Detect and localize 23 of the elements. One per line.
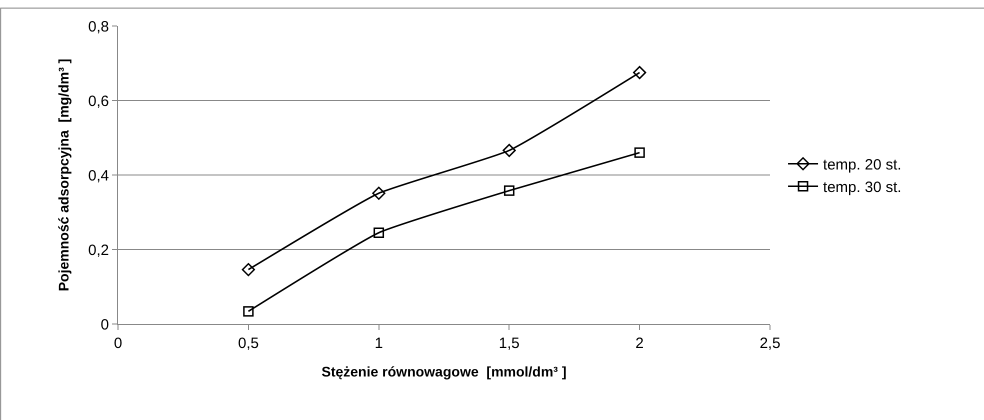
point: [504, 185, 514, 196]
x-tick-label: 2,5: [760, 335, 780, 352]
legend-label: temp. 20 st.: [823, 156, 902, 174]
x-tick-label: 2: [635, 335, 644, 352]
x-tick-label: 1,5: [498, 335, 520, 352]
y-tick-label: 0: [100, 316, 109, 334]
point: [372, 186, 386, 200]
point: [374, 227, 384, 238]
legend-label: temp. 30 st.: [823, 179, 902, 196]
point: [633, 66, 646, 80]
x-tick-label: 0: [114, 335, 122, 352]
y-tick-label: 0,8: [88, 18, 109, 36]
point: [502, 144, 516, 158]
y-tick-label: 0,2: [88, 242, 109, 259]
point: [634, 147, 645, 158]
x-tick-label: 0,5: [238, 335, 259, 352]
y-tick-label: 0,4: [88, 167, 109, 184]
x-axis-title: Stężenie równowagowe [mmol/dm³ ]: [321, 363, 567, 380]
point: [242, 263, 255, 276]
x-tick-label: 1: [374, 335, 383, 352]
y-tick-label: 0,6: [88, 92, 109, 110]
point: [243, 306, 254, 317]
y-axis-title: Pojemność adsorpcyjna [mg/dm³ ]: [56, 58, 72, 292]
